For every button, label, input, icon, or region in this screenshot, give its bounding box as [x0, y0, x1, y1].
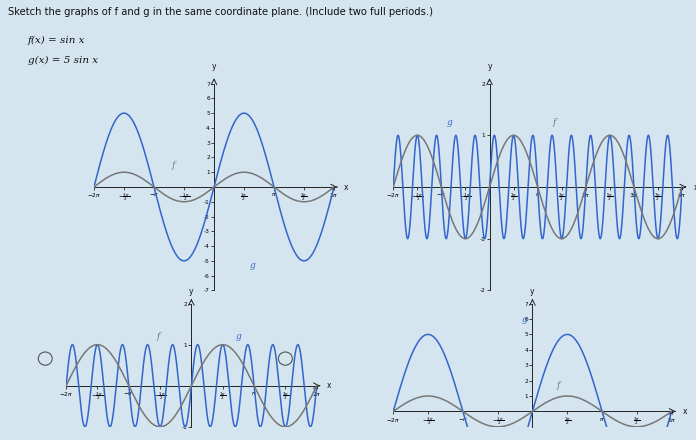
Text: f: f	[557, 381, 560, 390]
Text: g: g	[250, 261, 256, 270]
Text: g: g	[446, 118, 452, 127]
Text: x: x	[694, 183, 696, 191]
Text: y: y	[189, 287, 193, 296]
Text: y: y	[530, 287, 535, 296]
Text: f(x) = sin x: f(x) = sin x	[28, 36, 86, 45]
Text: g: g	[235, 331, 241, 341]
Text: f: f	[157, 331, 160, 341]
Text: f: f	[172, 161, 175, 170]
Text: Sketch the graphs of f and g in the same coordinate plane. (Include two full per: Sketch the graphs of f and g in the same…	[8, 7, 434, 17]
Text: g: g	[522, 315, 528, 324]
Text: y: y	[212, 62, 216, 71]
Text: x: x	[344, 183, 348, 191]
Text: g(x) = 5 sin x: g(x) = 5 sin x	[28, 56, 98, 66]
Text: y: y	[487, 62, 492, 71]
Text: x: x	[683, 407, 687, 416]
Text: f: f	[552, 118, 555, 127]
Text: x: x	[326, 381, 331, 390]
